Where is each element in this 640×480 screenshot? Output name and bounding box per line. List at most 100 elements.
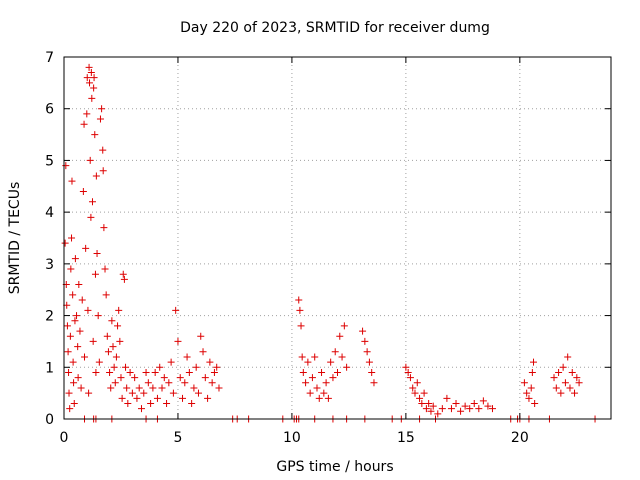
data-point <box>66 332 74 340</box>
data-point <box>163 399 171 407</box>
data-point <box>188 399 196 407</box>
data-point <box>75 281 83 289</box>
y-axis-label: SRMTID / TECUs <box>7 182 23 295</box>
data-point <box>169 389 177 397</box>
data-point <box>65 368 73 376</box>
data-point <box>429 402 437 410</box>
data-point <box>174 337 182 345</box>
data-point <box>114 322 122 330</box>
data-point <box>119 270 127 278</box>
data-point <box>84 306 92 314</box>
data-point <box>88 94 96 102</box>
data-point <box>66 405 74 413</box>
data-point <box>484 402 492 410</box>
data-point <box>418 399 426 407</box>
data-point <box>109 343 117 351</box>
data-point <box>359 327 367 335</box>
data-point <box>550 374 558 382</box>
data-point <box>192 363 200 371</box>
data-point <box>63 322 71 330</box>
data-point <box>85 63 93 71</box>
data-point <box>92 172 100 180</box>
data-point <box>116 337 124 345</box>
data-point <box>83 74 91 82</box>
data-point <box>176 374 184 382</box>
data-point <box>76 327 84 335</box>
data-point <box>126 368 134 376</box>
data-point <box>311 353 319 361</box>
data-point <box>108 317 116 325</box>
x-tick-label: 15 <box>397 430 415 446</box>
data-points <box>61 63 599 423</box>
data-point <box>107 384 115 392</box>
data-point <box>406 374 414 382</box>
y-tick-label: 0 <box>45 412 54 428</box>
data-point <box>87 213 95 221</box>
y-tick-label: 6 <box>45 102 54 118</box>
data-point <box>122 363 130 371</box>
data-point <box>71 255 79 263</box>
data-point <box>70 399 78 407</box>
data-point <box>564 353 572 361</box>
data-point <box>140 389 148 397</box>
data-point <box>304 358 312 366</box>
data-point <box>153 394 161 402</box>
data-point <box>571 389 579 397</box>
data-point <box>461 402 469 410</box>
data-point <box>302 379 310 387</box>
x-tick-label: 10 <box>283 430 301 446</box>
grid-lines <box>64 57 611 419</box>
data-point <box>181 379 189 387</box>
data-point <box>112 353 120 361</box>
data-point <box>457 407 465 415</box>
data-point <box>466 405 474 413</box>
data-point <box>135 384 143 392</box>
data-point <box>88 198 96 206</box>
data-point <box>488 405 496 413</box>
data-point <box>573 374 581 382</box>
data-point <box>329 374 337 382</box>
data-point <box>68 234 76 242</box>
data-point <box>120 275 128 283</box>
data-point <box>61 239 69 247</box>
axis-ticks: 0 5 10 15 20 0 1 2 3 4 5 6 7 <box>45 50 611 446</box>
data-point <box>123 384 131 392</box>
data-point <box>409 384 417 392</box>
data-point <box>523 389 531 397</box>
data-point <box>67 265 75 273</box>
data-point <box>313 384 321 392</box>
data-point <box>298 353 306 361</box>
data-point <box>185 368 193 376</box>
data-point <box>91 270 99 278</box>
data-point <box>452 399 460 407</box>
data-point <box>95 358 103 366</box>
data-point <box>318 368 326 376</box>
data-point <box>525 394 533 402</box>
data-point <box>530 358 538 366</box>
y-tick-label: 2 <box>45 309 54 325</box>
data-point <box>137 405 145 413</box>
data-point <box>447 405 455 413</box>
data-point <box>70 379 78 387</box>
data-point <box>98 105 106 113</box>
data-point <box>80 120 88 128</box>
data-point <box>85 389 93 397</box>
x-tick-label: 0 <box>60 430 69 446</box>
data-point <box>315 394 323 402</box>
data-point <box>74 343 82 351</box>
data-point <box>201 374 209 382</box>
x-axis-label: GPS time / hours <box>276 459 393 475</box>
data-point <box>552 384 560 392</box>
y-tick-label: 4 <box>45 205 54 221</box>
data-point <box>65 389 73 397</box>
data-point <box>96 115 104 123</box>
data-point <box>475 405 483 413</box>
data-point <box>74 374 82 382</box>
data-point <box>197 332 205 340</box>
data-point <box>172 306 180 314</box>
data-point <box>89 337 97 345</box>
data-point <box>92 368 100 376</box>
data-point <box>62 162 70 170</box>
data-point <box>443 394 451 402</box>
data-point <box>110 363 118 371</box>
